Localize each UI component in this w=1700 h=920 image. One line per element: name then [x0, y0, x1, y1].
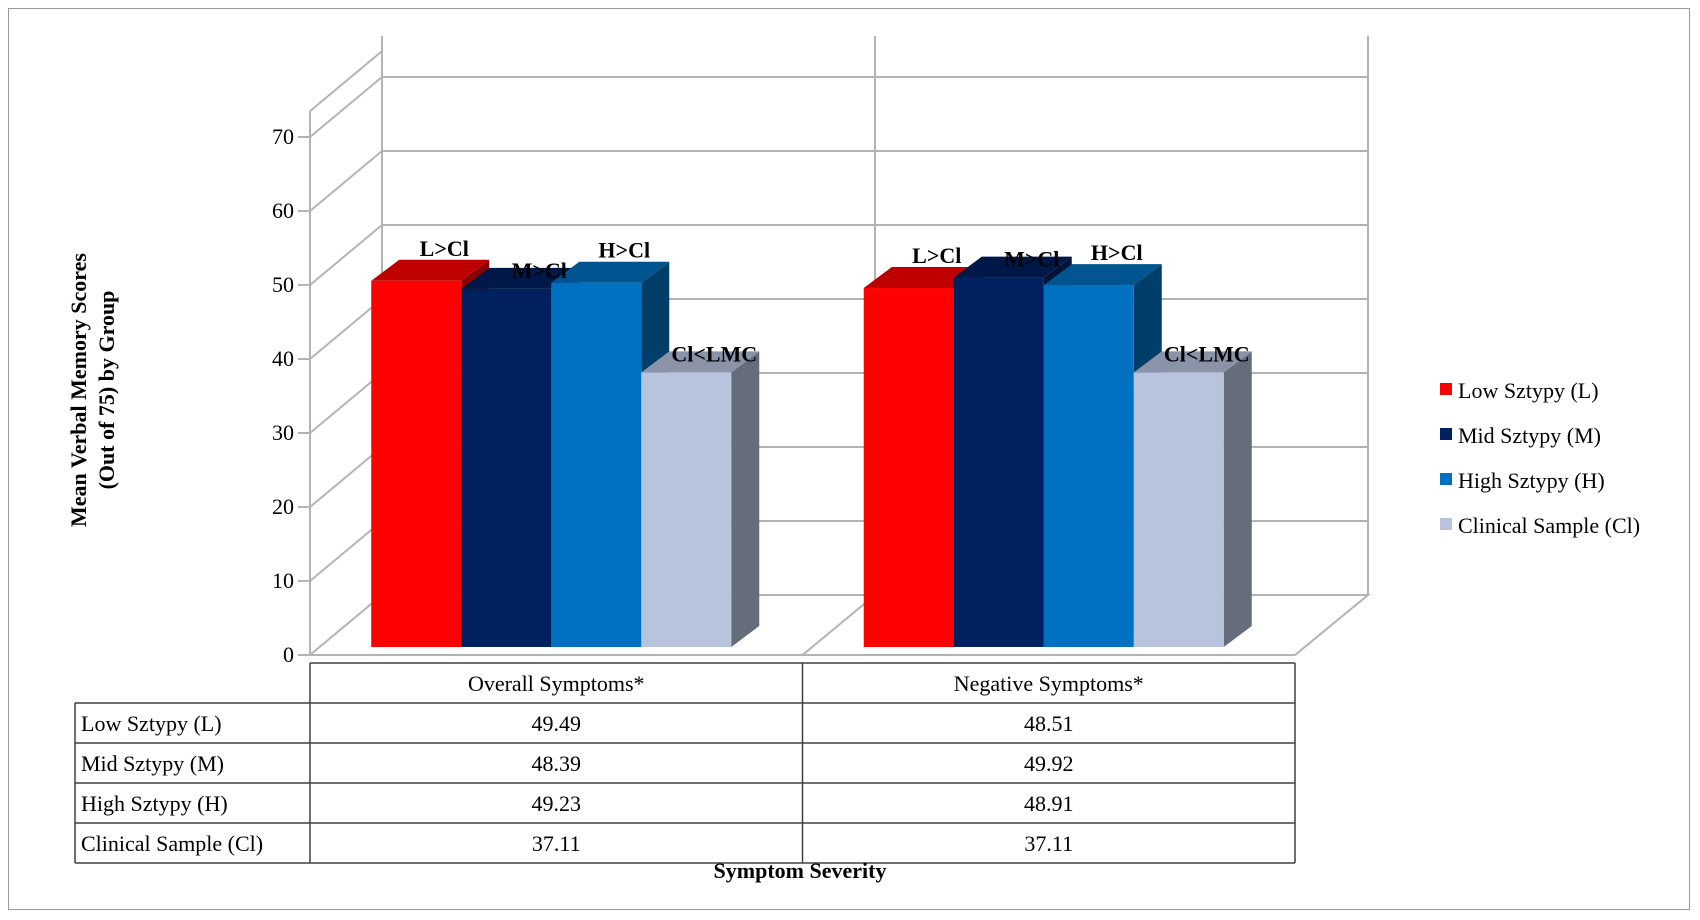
legend-label: Clinical Sample (Cl): [1458, 513, 1640, 538]
gridline-side: [309, 298, 383, 360]
bar-front: [551, 282, 642, 647]
bar-front: [641, 372, 732, 647]
chart-frame: [8, 8, 1690, 910]
bar-front: [461, 288, 552, 647]
bar-annotation: L>Cl: [912, 243, 961, 268]
data-table: Overall Symptoms* Negative Symptoms* Low S…: [74, 662, 1296, 864]
y-axis-title-line-2: (Out of 75) by Group: [94, 291, 119, 490]
table-row-label: Low Sztypy (L): [81, 711, 222, 736]
y-tick-label: 20: [272, 494, 294, 519]
gridline-side: [309, 446, 383, 508]
gridline-side: [309, 224, 383, 286]
bar-front: [953, 277, 1044, 647]
legend-label: Low Sztypy (L): [1458, 378, 1599, 403]
legend: Low Sztypy (L) Mid Sztypy (M) High Sztypy …: [1440, 378, 1640, 538]
y-tick-label: 0: [283, 642, 294, 667]
bar-annotation: L>Cl: [420, 236, 469, 261]
bar-annotation: M>Cl: [1004, 247, 1059, 272]
data-label: 49.23: [532, 791, 582, 816]
x-tick-label: Negative Symptoms*: [954, 671, 1144, 696]
bar-front: [371, 280, 462, 647]
x-tick-label: Overall Symptoms*: [468, 671, 645, 696]
bar-front: [1133, 372, 1224, 647]
y-tick-label: 60: [272, 198, 294, 223]
legend-swatch: [1440, 473, 1452, 485]
bar-top: [371, 259, 490, 281]
data-label: 48.39: [532, 751, 582, 776]
legend-swatch: [1440, 383, 1452, 395]
bar-front: [863, 288, 954, 647]
y-tick-label: 30: [272, 420, 294, 445]
data-label: 37.11: [532, 831, 581, 856]
bar-annotation: Cl<LMC: [1164, 341, 1250, 366]
bar: [641, 351, 760, 647]
y-tick-label: 50: [272, 272, 294, 297]
bar-top: [1043, 264, 1162, 286]
legend-swatch: [1440, 428, 1452, 440]
axis-titles: Mean Verbal Memory Scores (Out of 75) by…: [66, 253, 886, 883]
bar-annotation: Cl<LMC: [671, 341, 757, 366]
gridline-side: [309, 150, 383, 212]
y-tick-label: 70: [272, 124, 294, 149]
bar-side: [731, 351, 760, 647]
bar-top: [641, 351, 760, 373]
bar-top: [551, 261, 670, 283]
table-row-label: Clinical Sample (Cl): [81, 831, 263, 856]
data-label: 37.11: [1024, 831, 1073, 856]
table-row-label: High Sztypy (H): [81, 791, 228, 816]
bar-annotation: H>Cl: [1091, 240, 1143, 265]
y-tick-labels: 0 10 20 30 40 50 60 70: [272, 124, 310, 667]
bars: [371, 256, 1252, 647]
y-tick-label: 10: [272, 568, 294, 593]
bar-top: [953, 256, 1072, 278]
data-label: 49.92: [1024, 751, 1074, 776]
bar-top: [461, 267, 580, 289]
y-tick-label: 40: [272, 346, 294, 371]
data-label: 48.91: [1024, 791, 1074, 816]
bar-top: [1133, 351, 1252, 373]
gridline-side: [309, 372, 383, 434]
gridline-side: [309, 520, 383, 582]
legend-swatch: [1440, 518, 1452, 530]
gridline-side: [309, 50, 383, 112]
floor-divider: [801, 594, 876, 656]
y-axis-title-line-1: Mean Verbal Memory Scores: [66, 253, 91, 527]
data-label: 48.51: [1024, 711, 1074, 736]
bar-annotations: L>Cl M>Cl H>Cl Cl<LMC L>Cl M>Cl H>Cl Cl<LMC: [420, 236, 1250, 367]
bar-front: [1043, 285, 1134, 647]
x-axis-title: Symptom Severity: [714, 858, 887, 883]
gridline-side: [309, 76, 383, 138]
bar-annotation: M>Cl: [512, 258, 567, 283]
legend-label: High Sztypy (H): [1458, 468, 1605, 493]
bar-side: [1223, 351, 1252, 647]
data-label: 49.49: [532, 711, 582, 736]
legend-label: Mid Sztypy (M): [1458, 423, 1601, 448]
table-row-label: Mid Sztypy (M): [81, 751, 224, 776]
bar: [1133, 351, 1252, 647]
bar-annotation: H>Cl: [598, 238, 650, 263]
bar-top: [863, 267, 982, 289]
